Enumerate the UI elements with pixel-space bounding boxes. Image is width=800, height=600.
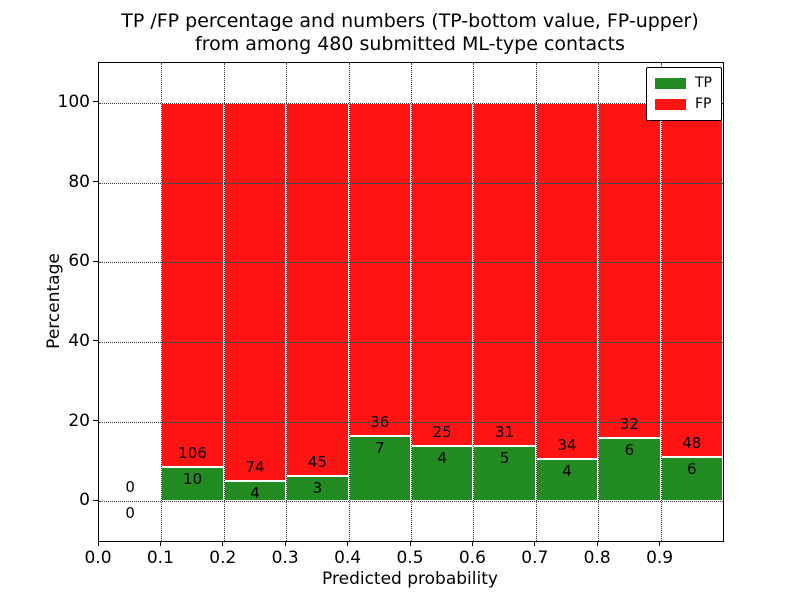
grid-line-x [535, 63, 537, 541]
bar-segment-tp [286, 476, 349, 502]
x-tick-label: 0.4 [334, 548, 362, 568]
bar-count-label-fp: 74 [245, 457, 265, 476]
bar-count-label-fp: 31 [495, 422, 515, 441]
bar-count-label-fp: 106 [178, 443, 207, 462]
bar-count-label-tp: 4 [562, 462, 572, 481]
fp-swatch-icon [655, 99, 686, 110]
x-tick-label: 0.8 [583, 548, 611, 568]
bar-segment-tp [348, 436, 411, 502]
tick-x [659, 541, 661, 546]
tick-x [471, 541, 473, 546]
tick-x [284, 541, 286, 546]
bar-segment-tp [598, 438, 661, 502]
tick-y [93, 181, 98, 182]
plot-area: TP FP 0 0 106 10 74 4 45 3 36 7 25 4 31 5 34 4 32 6 48 6 [98, 62, 724, 542]
legend: TP FP [646, 67, 722, 121]
x-tick-label: 0.0 [84, 548, 112, 568]
bar-count-label-tp: 5 [499, 448, 510, 467]
bar-segment-tp [161, 466, 224, 502]
grid-line-x [473, 63, 475, 541]
legend-label-fp: FP [695, 96, 712, 112]
tick-y [93, 101, 98, 103]
y-tick-label: 40 [68, 330, 90, 351]
chart-title: TP /FP percentage and numbers (TP-bottom… [121, 10, 699, 56]
bar-count-label-fp: 45 [307, 453, 327, 472]
bar-count-label-tp: 6 [687, 459, 697, 478]
bar-segment-fp [660, 102, 723, 457]
bar-count-label-fp: 25 [432, 423, 452, 442]
x-tick-label: 0.2 [209, 548, 237, 568]
y-tick-label: 100 [57, 91, 90, 112]
legend-label-tp: TP [695, 75, 712, 91]
x-tick-label: 0.7 [521, 548, 549, 568]
bar-segment-fp [348, 102, 411, 437]
tick-y [93, 420, 98, 421]
bar-count-label-tp: 7 [375, 439, 385, 458]
bar-count-label-fp: 48 [682, 433, 702, 452]
tick-x [159, 541, 161, 546]
bar-segment-fp [286, 102, 349, 477]
tick-x [222, 541, 224, 546]
bar-count-label-fp: 34 [557, 436, 577, 455]
y-tick-label: 20 [68, 410, 90, 431]
tick-x [409, 541, 411, 546]
bar-count-label-fp: 32 [619, 415, 639, 434]
tick-x [347, 541, 349, 546]
bar-segment-fp [161, 102, 224, 467]
bar-count-label-tp: 3 [312, 479, 323, 498]
x-tick-label: 0.9 [646, 548, 674, 568]
bar-segment-fp [411, 102, 474, 447]
tick-y [93, 340, 98, 342]
bar-segment-fp [473, 102, 536, 446]
chart-title-line2: from among 480 submitted ML-type contact… [195, 33, 625, 55]
tick-y [93, 260, 98, 262]
grid-line-x [348, 63, 350, 541]
bar-segment-fp [598, 102, 661, 439]
x-tick-label: 0.6 [458, 548, 486, 568]
legend-item-fp: FP [655, 94, 712, 115]
tick-x [596, 541, 598, 546]
bar-count-label-tp: 4 [437, 449, 447, 468]
bar-segment-tp [660, 456, 723, 502]
bar-count-label-tp: 10 [183, 469, 203, 488]
grid-line-x [660, 63, 662, 541]
bar-count-label-fp: 36 [370, 413, 390, 432]
bar-count-label-fp: 0 [125, 478, 135, 497]
grid-line-x [411, 63, 412, 541]
legend-item-tp: TP [655, 73, 712, 94]
tp-swatch-icon [655, 78, 686, 89]
tick-y [93, 499, 98, 501]
bar-count-label-tp: 4 [250, 483, 260, 502]
bar-segment-fp [535, 102, 599, 460]
y-tick-label: 0 [79, 490, 90, 511]
tick-x [534, 541, 536, 546]
bar-count-label-tp: 0 [125, 504, 135, 523]
x-tick-label: 0.5 [396, 548, 424, 568]
grid-line-x [161, 63, 163, 541]
bar-segment-fp [223, 102, 287, 481]
x-tick-label: 0.1 [146, 548, 174, 568]
tick-x [97, 541, 99, 546]
chart-title-line1: TP /FP percentage and numbers (TP-bottom… [121, 10, 699, 32]
y-tick-label: 60 [68, 251, 90, 272]
grid-line-x [286, 63, 288, 541]
grid-line-x [598, 63, 600, 541]
grid-line-x [223, 63, 225, 541]
y-tick-label: 80 [68, 171, 90, 192]
x-axis-label: Predicted probability [322, 569, 498, 589]
bar-count-label-tp: 6 [624, 441, 635, 460]
x-tick-label: 0.3 [271, 548, 299, 568]
